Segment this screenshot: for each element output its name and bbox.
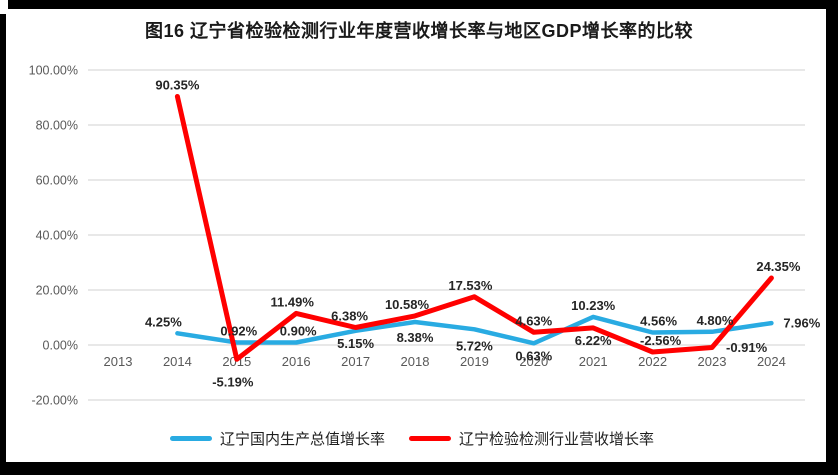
legend-label-gdp: 辽宁国内生产总值增长率 <box>219 430 385 448</box>
x-axis-tick-label: 2019 <box>460 354 489 369</box>
x-axis-tick-label: 2013 <box>104 354 133 369</box>
data-label-industry-2019: 17.53% <box>448 278 493 293</box>
chart-legend: 辽宁国内生产总值增长率 辽宁检验检测行业营收增长率 <box>0 426 824 450</box>
y-axis-tick-label: 40.00% <box>36 229 78 243</box>
x-axis-tick-label: 2023 <box>698 354 727 369</box>
screen-frame-left <box>0 14 6 475</box>
y-axis-tick-label: 100.00% <box>29 64 78 78</box>
x-axis-tick-label: 2018 <box>401 354 430 369</box>
y-axis-tick-label: 80.00% <box>36 119 78 133</box>
legend-swatch-industry <box>409 435 451 441</box>
data-label-industry-2016: 11.49% <box>271 294 315 309</box>
data-label-gdp-2021: 10.23% <box>571 298 616 313</box>
data-label-gdp-2024: 7.96% <box>783 316 820 331</box>
data-label-gdp-2016: 0.90% <box>280 324 317 339</box>
data-label-gdp-2017: 5.15% <box>337 336 374 351</box>
data-label-industry-2024: 24.35% <box>756 259 801 274</box>
x-axis-tick-label: 2022 <box>638 354 667 369</box>
data-label-gdp-2018: 8.38% <box>397 330 434 345</box>
y-axis-tick-label: 20.00% <box>36 284 78 298</box>
data-label-industry-2022: -2.56% <box>640 333 682 348</box>
data-label-industry-2023: -0.91% <box>726 340 768 355</box>
series-line-industry <box>174 94 774 362</box>
data-label-gdp-2023: 4.80% <box>697 313 734 328</box>
data-label-gdp-2019: 5.72% <box>456 338 493 353</box>
y-axis-tick-label: 0.00% <box>43 339 78 353</box>
series-line-gdp <box>175 314 774 346</box>
x-axis-tick-label: 2017 <box>341 354 370 369</box>
y-axis-tick-label: -20.00% <box>31 394 78 408</box>
x-axis-tick-label: 2014 <box>163 354 192 369</box>
data-label-gdp-2022: 4.56% <box>640 314 677 329</box>
data-label-industry-2021: 6.22% <box>575 333 612 348</box>
x-axis-tick-label: 2024 <box>757 354 786 369</box>
data-label-industry-2015: -5.19% <box>212 374 254 389</box>
legend-item-gdp: 辽宁国内生产总值增长率 <box>169 428 385 449</box>
legend-label-industry: 辽宁检验检测行业营收增长率 <box>459 430 655 448</box>
x-axis-tick-label: 2016 <box>282 354 311 369</box>
chart-title: 图16 辽宁省检验检测行业年度营收增长率与地区GDP增长率的比较 <box>144 21 694 41</box>
x-axis-tick-label: 2020 <box>519 354 548 369</box>
data-label-industry-2017: 6.38% <box>331 309 368 324</box>
data-label-gdp-2014: 4.25% <box>145 314 182 329</box>
y-axis-tick-label: 60.00% <box>36 174 78 188</box>
data-label-industry-2020: 4.63% <box>515 313 552 328</box>
data-label-industry-2018: 10.58% <box>385 297 430 312</box>
x-axis-tick-label: 2021 <box>579 354 608 369</box>
data-label-gdp-2015: 0.92% <box>220 324 257 339</box>
data-label-gdp-2020: 0.63% <box>515 348 552 363</box>
data-label-industry-2014: 90.35% <box>155 78 200 93</box>
legend-swatch-gdp <box>169 435 212 441</box>
screen-frame-right <box>826 0 838 475</box>
screen-frame-top <box>8 0 838 9</box>
screen-frame-bottom <box>0 462 838 475</box>
legend-item-industry: 辽宁检验检测行业营收增长率 <box>409 428 654 449</box>
